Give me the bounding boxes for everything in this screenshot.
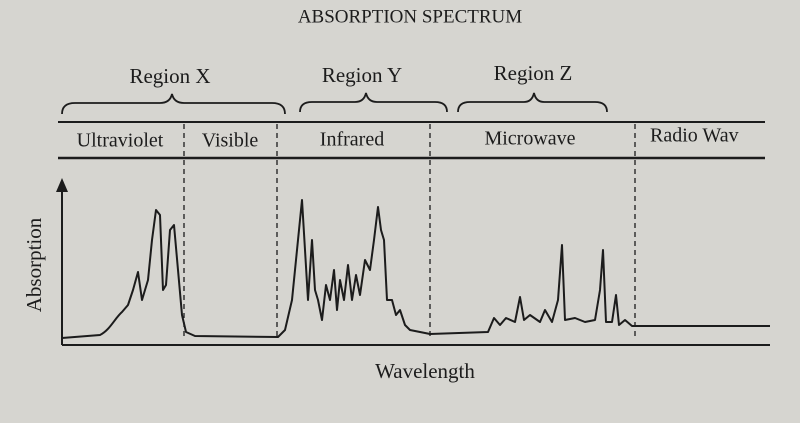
region-label: Region X xyxy=(129,64,210,88)
band-label: Radio Wav xyxy=(650,125,739,147)
y-axis-label: Absorption xyxy=(22,217,46,312)
band-label: Microwave xyxy=(484,128,575,150)
region-label: Region Y xyxy=(322,63,402,87)
band-label: Ultraviolet xyxy=(77,130,164,152)
x-axis-label: Wavelength xyxy=(375,359,475,383)
brace xyxy=(457,92,608,113)
title: ABSORPTION SPECTRUM xyxy=(298,6,522,27)
brace xyxy=(61,93,286,115)
brace xyxy=(299,92,448,113)
separators xyxy=(183,124,636,340)
band-label: Infrared xyxy=(320,129,384,151)
band-label: Visible xyxy=(202,130,259,152)
spectrum-curve xyxy=(61,199,770,339)
region-label: Region Z xyxy=(494,61,573,85)
axis-arrow xyxy=(56,178,68,192)
